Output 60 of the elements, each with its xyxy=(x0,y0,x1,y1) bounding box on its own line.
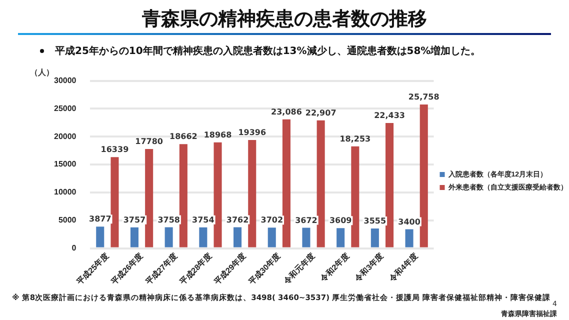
y-tick-label: 15000 xyxy=(54,160,77,169)
x-tick-label: 令和元年度 xyxy=(280,250,316,287)
data-label: 3672 xyxy=(295,216,318,225)
data-label: 23,086 xyxy=(271,107,302,116)
x-tick-label: 平成28年度 xyxy=(176,250,214,288)
y-tick-label: 0 xyxy=(72,243,77,252)
data-label: 16339 xyxy=(100,145,130,154)
data-label: 3754 xyxy=(192,215,215,224)
data-label: 3555 xyxy=(364,216,386,226)
bar xyxy=(386,123,394,248)
y-tick-label: 20000 xyxy=(54,132,77,141)
bar xyxy=(96,226,104,248)
bar xyxy=(268,228,276,248)
bar xyxy=(370,228,379,248)
bar xyxy=(234,227,242,248)
data-label: 18662 xyxy=(170,132,198,142)
y-tick-label: 5000 xyxy=(58,216,77,225)
data-label: 25,758 xyxy=(408,92,440,102)
data-label: 3400 xyxy=(398,217,421,226)
bar xyxy=(420,104,428,248)
data-label: 18968 xyxy=(204,130,232,140)
data-label: 19396 xyxy=(238,128,266,138)
bar xyxy=(351,146,360,248)
data-label: 22,433 xyxy=(374,111,405,120)
y-tick-label: 10000 xyxy=(54,188,77,197)
data-label: 3757 xyxy=(123,215,146,224)
bar xyxy=(214,142,222,248)
bar xyxy=(336,228,345,248)
bar xyxy=(282,119,290,248)
x-tick-label: 令和2年度 xyxy=(317,250,351,284)
bar xyxy=(302,228,310,248)
data-label: 3758 xyxy=(158,215,180,224)
bar xyxy=(179,144,188,248)
bar xyxy=(145,149,154,248)
data-label: 18,253 xyxy=(340,134,371,144)
data-label: 3609 xyxy=(329,216,352,226)
chart-title: 青森県の精神疾患の患者数の推移 xyxy=(141,7,428,32)
x-tick-label: 平成29年度 xyxy=(211,250,248,288)
y-tick-label: 30000 xyxy=(54,76,77,86)
data-label: 3702 xyxy=(260,216,284,225)
bar xyxy=(110,157,119,248)
data-label: 3762 xyxy=(226,215,249,224)
x-tick-label: 令和3年度 xyxy=(352,250,386,284)
bar xyxy=(405,229,414,248)
x-tick-label: 平成27年度 xyxy=(142,250,180,288)
data-label: 3877 xyxy=(88,214,112,224)
chart-subtitle: 平成25年からの10年間で精神疾患の入院患者数は13%減少し、通院患者数は58%増加した。 xyxy=(55,44,481,58)
y-axis-title: （人） xyxy=(30,68,54,77)
x-tick-label: 平成25年度 xyxy=(74,250,110,288)
bar xyxy=(199,227,208,248)
bar xyxy=(130,227,138,248)
y-tick-label: 25000 xyxy=(54,104,77,113)
data-label: 17780 xyxy=(135,137,164,146)
x-tick-label: 平成30年度 xyxy=(245,250,282,288)
data-label: 22,907 xyxy=(305,108,336,118)
x-tick-label: 平成26年度 xyxy=(108,250,145,288)
bar xyxy=(248,140,256,248)
bar xyxy=(316,120,325,248)
x-tick-label: 令和4年度 xyxy=(386,250,420,284)
bar xyxy=(164,227,173,248)
